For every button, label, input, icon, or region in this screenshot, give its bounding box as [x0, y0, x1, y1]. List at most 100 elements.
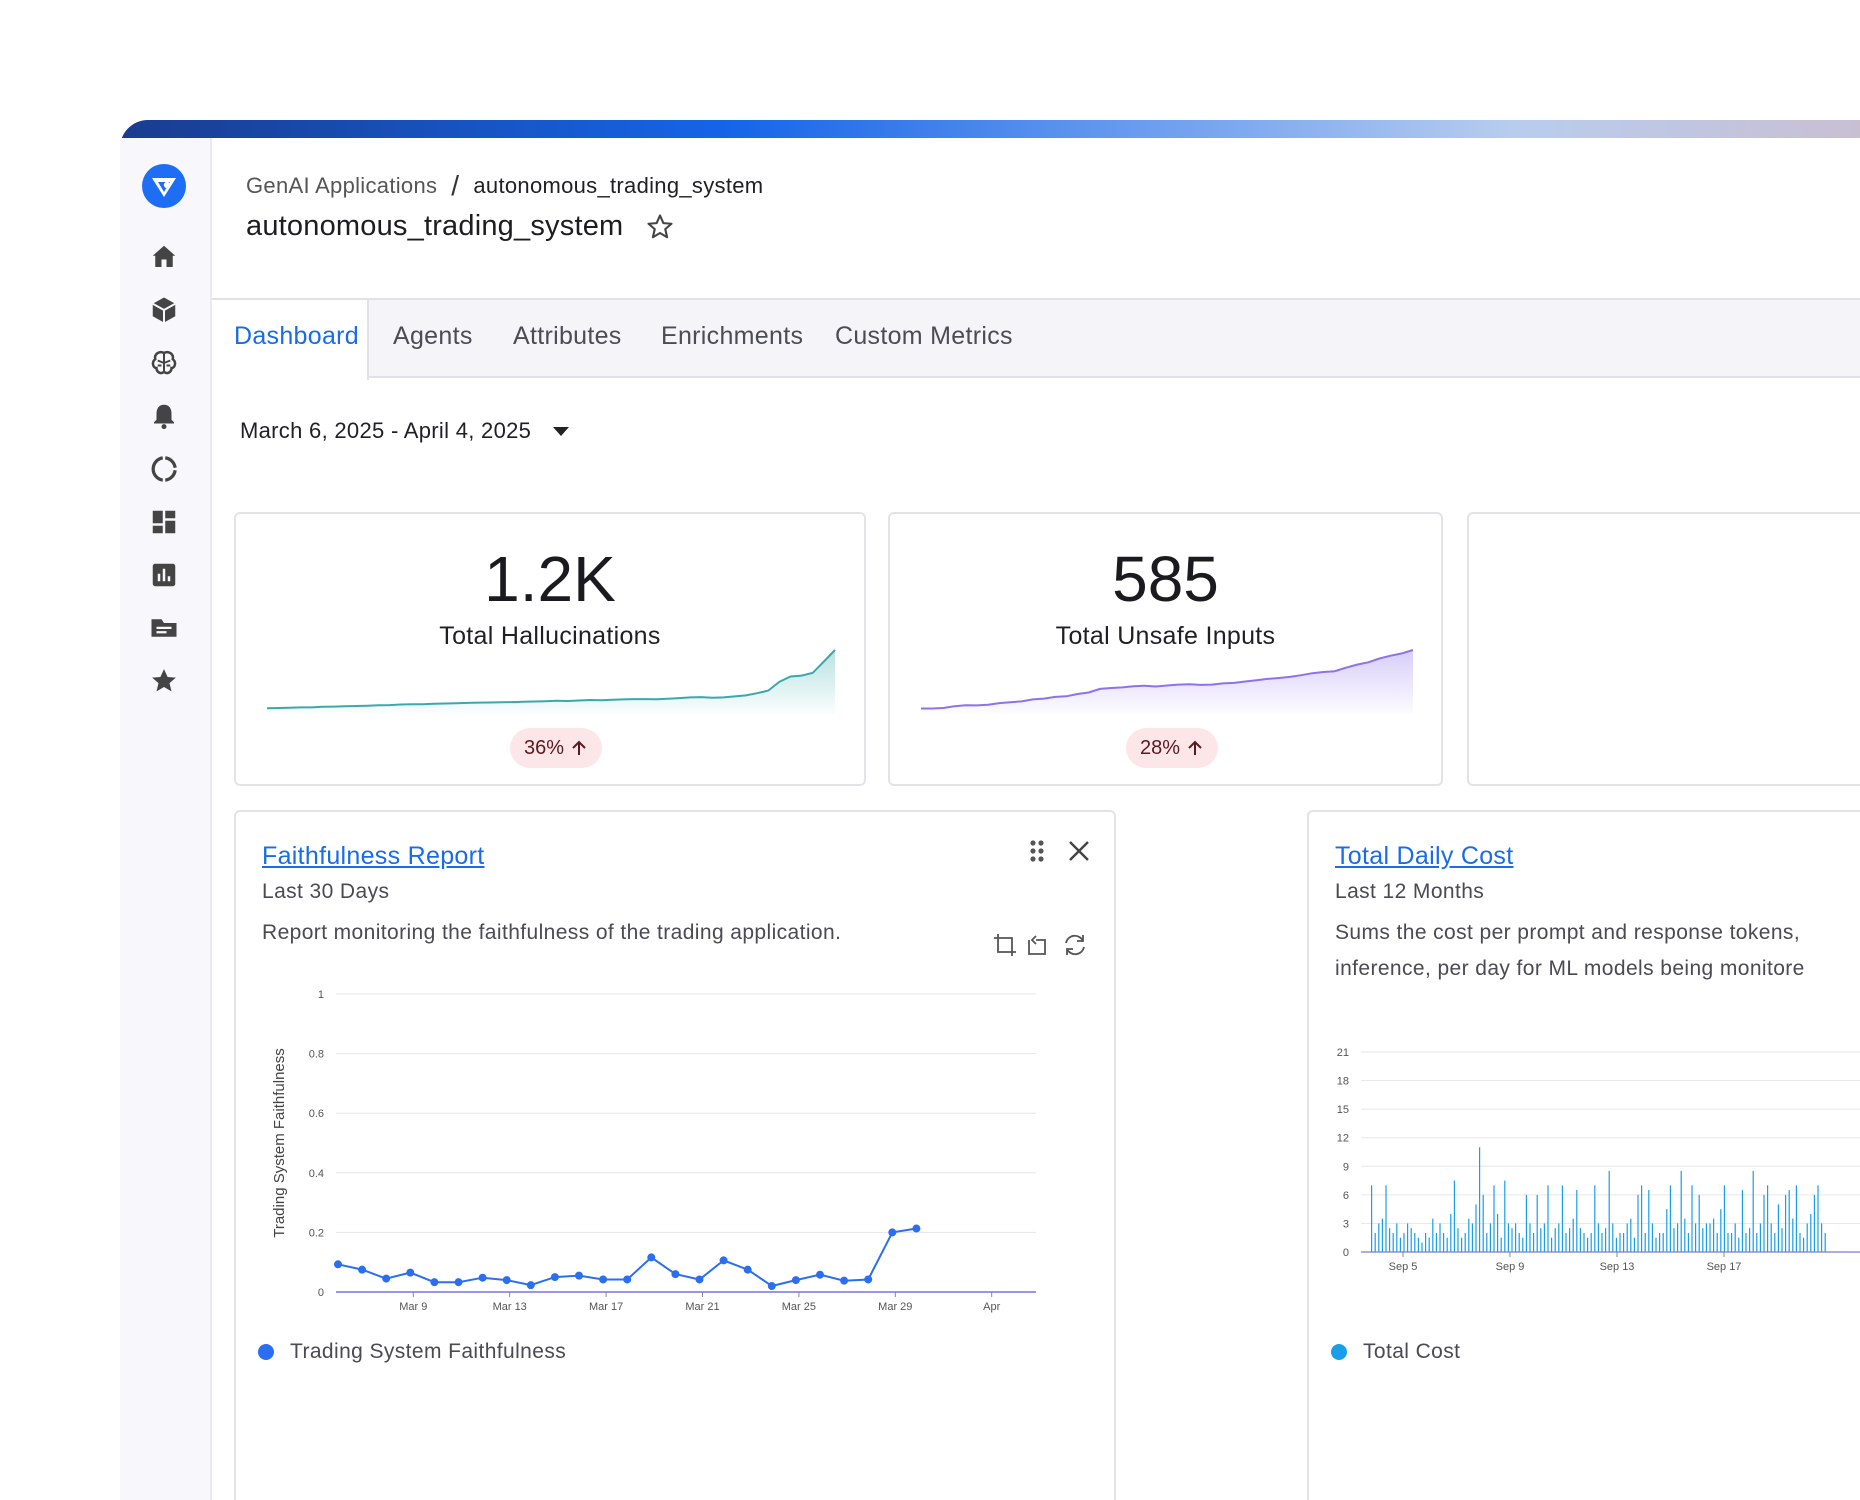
- bar[interactable]: [1385, 1185, 1387, 1252]
- bar[interactable]: [1605, 1228, 1607, 1252]
- bar[interactable]: [1716, 1232, 1718, 1252]
- bar[interactable]: [1583, 1232, 1585, 1252]
- bar[interactable]: [1615, 1237, 1617, 1252]
- data-point[interactable]: [454, 1278, 463, 1287]
- bar[interactable]: [1403, 1232, 1405, 1252]
- bar[interactable]: [1471, 1223, 1473, 1252]
- bar[interactable]: [1493, 1185, 1495, 1252]
- tab-dashboard[interactable]: Dashboard: [212, 300, 369, 380]
- bar[interactable]: [1446, 1237, 1448, 1252]
- widget-title-link[interactable]: Faithfulness Report: [262, 842, 485, 870]
- bar[interactable]: [1515, 1223, 1517, 1252]
- bar[interactable]: [1543, 1223, 1545, 1252]
- bar[interactable]: [1410, 1228, 1412, 1252]
- bar[interactable]: [1803, 1237, 1805, 1252]
- brain-icon[interactable]: [149, 348, 179, 378]
- zoom-select-icon[interactable]: [992, 932, 1018, 958]
- data-point[interactable]: [840, 1276, 849, 1285]
- bar[interactable]: [1633, 1237, 1635, 1252]
- home-icon[interactable]: [149, 242, 179, 272]
- dashboard-grid-icon[interactable]: [149, 507, 179, 537]
- bar[interactable]: [1752, 1171, 1754, 1252]
- bar[interactable]: [1554, 1228, 1556, 1252]
- data-point[interactable]: [767, 1282, 776, 1291]
- bar[interactable]: [1788, 1190, 1790, 1252]
- bar[interactable]: [1479, 1147, 1481, 1252]
- data-point[interactable]: [430, 1278, 439, 1287]
- bar[interactable]: [1623, 1232, 1625, 1252]
- bar[interactable]: [1529, 1223, 1531, 1252]
- tab-enrichments[interactable]: Enrichments: [661, 322, 804, 350]
- data-point[interactable]: [912, 1224, 921, 1233]
- bar[interactable]: [1637, 1194, 1639, 1252]
- bar[interactable]: [1709, 1223, 1711, 1252]
- data-point[interactable]: [864, 1275, 873, 1284]
- bar[interactable]: [1497, 1213, 1499, 1252]
- bar[interactable]: [1572, 1218, 1574, 1252]
- data-point[interactable]: [695, 1275, 704, 1284]
- bar[interactable]: [1673, 1228, 1675, 1252]
- bar[interactable]: [1781, 1228, 1783, 1252]
- bar[interactable]: [1399, 1237, 1401, 1252]
- bar[interactable]: [1641, 1185, 1643, 1252]
- bar[interactable]: [1767, 1185, 1769, 1252]
- bar[interactable]: [1763, 1194, 1765, 1252]
- bar[interactable]: [1810, 1213, 1812, 1252]
- data-point[interactable]: [550, 1273, 559, 1282]
- bar[interactable]: [1626, 1223, 1628, 1252]
- brand-logo-icon[interactable]: [142, 164, 186, 208]
- widget-title-link[interactable]: Total Daily Cost: [1335, 842, 1514, 870]
- bar[interactable]: [1648, 1190, 1650, 1252]
- bar[interactable]: [1558, 1223, 1560, 1252]
- bar[interactable]: [1565, 1232, 1567, 1252]
- data-point[interactable]: [888, 1228, 897, 1237]
- bar[interactable]: [1792, 1218, 1794, 1252]
- data-point[interactable]: [526, 1281, 535, 1290]
- bar[interactable]: [1576, 1190, 1578, 1252]
- bar[interactable]: [1435, 1232, 1437, 1252]
- favorite-star-icon[interactable]: [645, 212, 675, 242]
- bar[interactable]: [1759, 1223, 1761, 1252]
- bar[interactable]: [1504, 1180, 1506, 1252]
- bar[interactable]: [1655, 1237, 1657, 1252]
- bar[interactable]: [1428, 1237, 1430, 1252]
- data-point[interactable]: [816, 1270, 824, 1279]
- bar[interactable]: [1587, 1237, 1589, 1252]
- bar[interactable]: [1475, 1204, 1477, 1252]
- drag-handle-icon[interactable]: [1024, 838, 1050, 864]
- bar[interactable]: [1500, 1237, 1502, 1252]
- bar[interactable]: [1450, 1213, 1452, 1252]
- bar[interactable]: [1705, 1223, 1707, 1252]
- bar[interactable]: [1720, 1209, 1722, 1252]
- data-point[interactable]: [743, 1265, 752, 1274]
- data-point[interactable]: [599, 1275, 608, 1284]
- bar[interactable]: [1727, 1232, 1729, 1252]
- tab-custom-metrics[interactable]: Custom Metrics: [835, 322, 1013, 350]
- bar[interactable]: [1457, 1228, 1459, 1252]
- bar[interactable]: [1785, 1194, 1787, 1252]
- bar[interactable]: [1662, 1232, 1664, 1252]
- bar[interactable]: [1590, 1232, 1592, 1252]
- bar[interactable]: [1741, 1190, 1743, 1252]
- bar[interactable]: [1407, 1223, 1409, 1252]
- bar[interactable]: [1396, 1223, 1398, 1252]
- bar[interactable]: [1489, 1223, 1491, 1252]
- bar[interactable]: [1813, 1194, 1815, 1252]
- bar[interactable]: [1702, 1228, 1704, 1252]
- bar[interactable]: [1774, 1232, 1776, 1252]
- bar[interactable]: [1381, 1218, 1383, 1252]
- bar[interactable]: [1425, 1232, 1427, 1252]
- bar[interactable]: [1540, 1228, 1542, 1252]
- bar[interactable]: [1795, 1185, 1797, 1252]
- data-point[interactable]: [719, 1256, 728, 1265]
- bar[interactable]: [1378, 1223, 1380, 1252]
- bar[interactable]: [1533, 1232, 1535, 1252]
- bar[interactable]: [1464, 1232, 1466, 1252]
- bar[interactable]: [1684, 1218, 1686, 1252]
- bar[interactable]: [1669, 1185, 1671, 1252]
- bar[interactable]: [1511, 1228, 1513, 1252]
- data-point[interactable]: [382, 1274, 391, 1283]
- progress-ring-icon[interactable]: [149, 454, 179, 484]
- bar[interactable]: [1821, 1223, 1823, 1252]
- data-point[interactable]: [623, 1275, 632, 1284]
